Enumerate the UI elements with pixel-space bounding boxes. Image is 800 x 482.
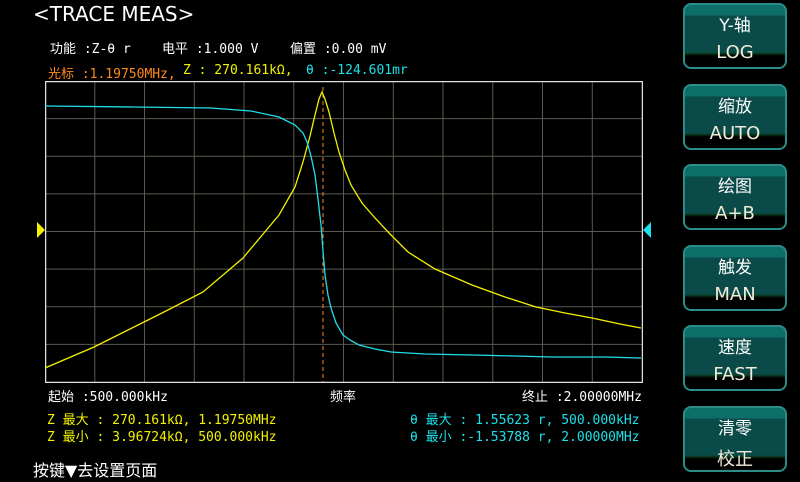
- softkey-title: 清零: [718, 419, 752, 439]
- trace-b-phase: [45, 105, 642, 359]
- softkey-zoom[interactable]: 缩放 AUTO: [683, 84, 787, 150]
- trace-a-impedance: [45, 90, 642, 369]
- setup-page-hint: 按键▼去设置页面: [33, 461, 158, 480]
- cursor-impedance: Z : 270.161kΩ,: [183, 63, 293, 78]
- function-param: 功能 :Z-θ r: [50, 42, 131, 57]
- page-title: <TRACE MEAS>: [33, 2, 195, 26]
- trace-b-marker-icon: [643, 222, 651, 238]
- trace-plot[interactable]: [45, 81, 643, 383]
- theta-min: θ 最小 :-1.53788 r, 2.00000MHz: [410, 430, 640, 445]
- softkey-value: MAN: [714, 284, 756, 305]
- z-min: Z 最小 : 3.96724kΩ, 500.000kHz: [47, 430, 277, 445]
- softkey-value: 校正: [717, 449, 753, 470]
- plot-grid: [45, 81, 642, 382]
- bias-param: 偏置 :0.00 mV: [290, 42, 387, 57]
- stop-frequency: 终止 :2.00000MHz: [522, 390, 642, 405]
- softkey-value: A+B: [715, 203, 755, 224]
- softkey-value: FAST: [713, 364, 757, 385]
- plot-frame: [45, 81, 643, 383]
- softkey-y-axis[interactable]: Y-轴 LOG: [683, 3, 787, 69]
- cursor-frequency: 光标 :1.19750MHz,: [48, 67, 176, 82]
- softkey-title: 缩放: [718, 97, 752, 117]
- softkey-plot[interactable]: 绘图 A+B: [683, 164, 787, 230]
- softkey-title: Y-轴: [719, 16, 751, 36]
- theta-max: θ 最大 : 1.55623 r, 500.000kHz: [410, 413, 640, 428]
- z-max: Z 最大 : 270.161kΩ, 1.19750MHz: [47, 413, 277, 428]
- level-param: 电平 :1.000 V: [162, 42, 259, 57]
- softkey-title: 速度: [718, 338, 752, 358]
- start-frequency: 起始 :500.000kHz: [48, 390, 168, 405]
- softkey-value: AUTO: [709, 123, 761, 144]
- trace-a-marker-icon: [37, 222, 45, 238]
- cursor-phase: θ :-124.601mr: [306, 63, 408, 78]
- softkey-trigger[interactable]: 触发 MAN: [683, 245, 787, 311]
- softkey-zero-correction[interactable]: 清零 校正: [683, 406, 787, 472]
- softkey-speed[interactable]: 速度 FAST: [683, 325, 787, 391]
- softkey-value: LOG: [716, 42, 754, 63]
- softkey-title: 绘图: [718, 177, 752, 197]
- frequency-axis-label: 频率: [330, 390, 357, 405]
- softkey-title: 触发: [718, 258, 752, 278]
